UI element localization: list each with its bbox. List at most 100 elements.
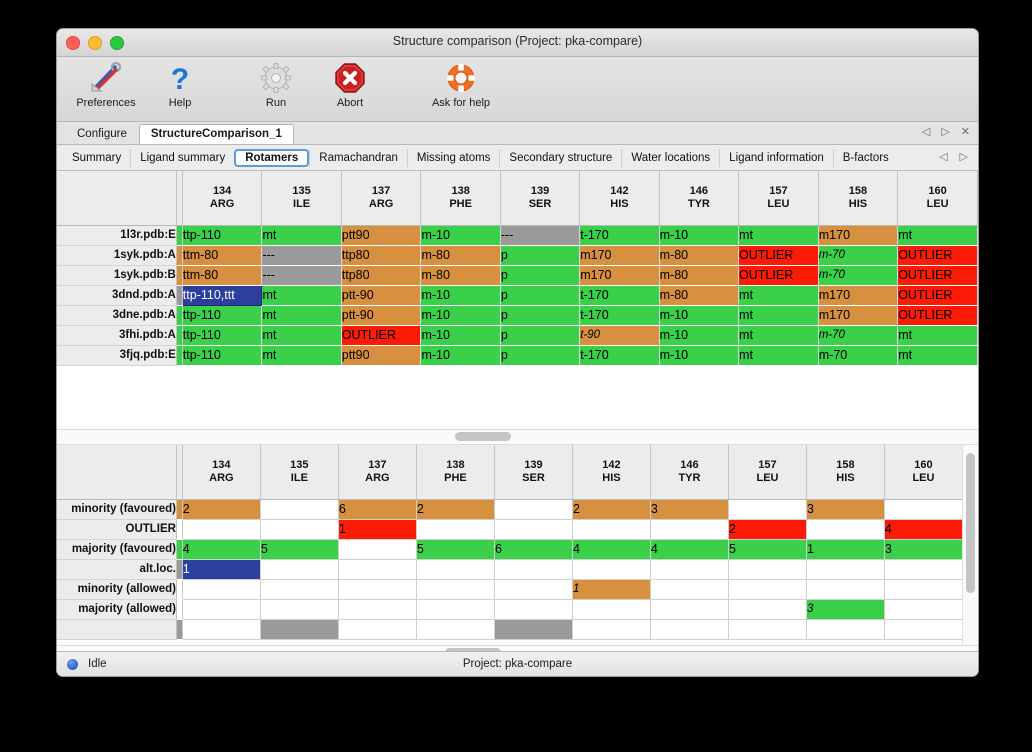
table-cell-146[interactable] [650,559,729,580]
table-cell-157[interactable]: OUTLIER [738,245,819,266]
table-cell-138[interactable]: 5 [416,539,495,560]
table-cell-139[interactable]: p [500,305,581,326]
table-cell-137[interactable]: OUTLIER [341,325,422,346]
table-cell-135[interactable] [260,599,339,620]
table-cell-158[interactable]: m170 [818,305,899,326]
table-cell-160[interactable]: 3 [884,539,963,560]
table-cell-137[interactable] [338,619,417,640]
table-cell-142[interactable]: m170 [579,265,660,286]
table-cell-158[interactable] [806,519,885,540]
upper-table-hscroll-thumb[interactable] [455,432,511,441]
table-cell-137[interactable] [338,579,417,600]
row-label[interactable]: alt.loc. [57,559,177,580]
table-cell-138[interactable] [416,619,495,640]
tab-summary[interactable]: Summary [72,151,122,164]
table-cell-158[interactable]: 1 [806,539,885,560]
tab-ligand-summary[interactable]: Ligand summary [130,148,234,167]
table-cell-135[interactable]: 5 [260,539,339,560]
table-cell-134[interactable]: ttp-110 [182,225,263,246]
table-cell-160[interactable]: OUTLIER [897,245,978,266]
table-cell-134[interactable]: ttp-110 [182,345,263,366]
table-cell-138[interactable]: m-10 [420,345,501,366]
table-cell-146[interactable] [650,579,729,600]
table-cell-134[interactable]: 4 [182,539,261,560]
table-cell-157[interactable]: 2 [728,519,807,540]
table-cell-160[interactable] [884,579,963,600]
table-cell-142[interactable] [572,599,651,620]
tab-b-factors[interactable]: B-factors [832,148,898,167]
table-cell-158[interactable]: m170 [818,225,899,246]
tab-next-icon[interactable]: ▷ [941,126,950,138]
table-row[interactable]: 1l3r.pdb:E ttp-110 mt ptt90 m-10 --- t-170 m-10… [57,225,978,246]
row-label[interactable]: 1l3r.pdb:E [57,225,177,246]
table-cell-139[interactable]: p [500,245,581,266]
table-cell-135[interactable] [260,499,339,520]
rotamer-values-table[interactable]: 134 ARG 135 ILE 137 ARG 138 PHE 139 SER 142 HIS 146 T… [57,171,978,429]
tab-missing-atoms[interactable]: Missing atoms [406,148,500,167]
column-header-142[interactable]: 142 HIS [572,445,651,500]
table-cell-142[interactable]: t-90 [579,325,660,346]
table-cell-135[interactable]: --- [261,265,342,286]
table-cell-138[interactable]: 2 [416,499,495,520]
table-cell-160[interactable] [884,599,963,620]
table-cell-146[interactable]: m-80 [659,245,740,266]
row-label[interactable]: OUTLIER [57,519,177,540]
table-cell-139[interactable] [494,519,574,540]
table-cell-137[interactable] [338,539,417,560]
table-row[interactable]: alt.loc. 1 [57,559,963,580]
table-cell-160[interactable]: OUTLIER [897,265,978,286]
column-header-139[interactable]: 139 SER [494,445,574,500]
table-cell-139[interactable] [494,619,574,640]
table-cell-158[interactable]: m-70 [818,325,899,346]
run-button[interactable]: Run [239,60,313,109]
column-header-139[interactable]: 139 SER [500,171,581,226]
table-cell-138[interactable] [416,579,495,600]
table-cell-146[interactable]: m-10 [659,345,740,366]
table-cell-135[interactable] [260,579,339,600]
row-label[interactable]: 1syk.pdb:B [57,265,177,286]
table-cell-142[interactable]: t-170 [579,345,660,366]
table-cell-135[interactable]: mt [261,285,342,306]
table-cell-146[interactable]: m-80 [659,285,740,306]
table-cell-135[interactable]: mt [261,325,342,346]
table-cell-139[interactable] [494,559,574,580]
column-header-146[interactable]: 146 TYR [659,171,740,226]
table-cell-160[interactable]: mt [897,225,978,246]
table-cell-160[interactable]: 4 [884,519,963,540]
table-cell-137[interactable]: ptt-90 [341,305,422,326]
table-row[interactable]: majority (allowed) 3 [57,599,963,620]
table-cell-157[interactable] [728,599,807,620]
upper-table-hscrollbar[interactable] [57,429,978,445]
column-header-137[interactable]: 137 ARG [338,445,417,500]
table-cell-138[interactable] [416,519,495,540]
tab-rotamers[interactable]: Rotamers [234,148,310,167]
table-cell-137[interactable] [338,599,417,620]
row-label[interactable]: majority (allowed) [57,599,177,620]
table-cell-157[interactable]: mt [738,305,819,326]
tab-structurecomparison-1[interactable]: StructureComparison_1 [138,124,294,144]
row-label[interactable]: 3fhi.pdb:A [57,325,177,346]
table-cell-157[interactable]: mt [738,285,819,306]
column-header-146[interactable]: 146 TYR [650,445,729,500]
table-cell-134[interactable]: ttm-80 [182,265,263,286]
table-cell-134[interactable]: 2 [182,499,261,520]
table-cell-135[interactable] [260,519,339,540]
table-cell-158[interactable]: m-70 [818,345,899,366]
table-cell-139[interactable] [494,599,574,620]
table-cell-157[interactable] [728,559,807,580]
table-cell-138[interactable]: m-10 [420,225,501,246]
rotamer-summary-table[interactable]: 134 ARG 135 ILE 137 ARG 138 PHE 139 SER 142 HIS 146 T… [57,445,963,645]
table-cell-142[interactable]: t-170 [579,225,660,246]
table-row[interactable] [57,619,963,640]
table-row[interactable]: 3dne.pdb:A ttp-110 mt ptt-90 m-10 p t-170 m-10 m… [57,305,978,326]
table-cell-142[interactable]: m170 [579,245,660,266]
table-cell-135[interactable]: mt [261,225,342,246]
ask-for-help-button[interactable]: Ask for help [413,60,509,109]
table-cell-146[interactable]: m-10 [659,305,740,326]
column-header-138[interactable]: 138 PHE [416,445,495,500]
table-cell-138[interactable]: m-80 [420,245,501,266]
table-cell-142[interactable]: t-170 [579,305,660,326]
table-cell-138[interactable]: m-10 [420,325,501,346]
table-cell-135[interactable] [260,559,339,580]
table-cell-135[interactable]: mt [261,305,342,326]
